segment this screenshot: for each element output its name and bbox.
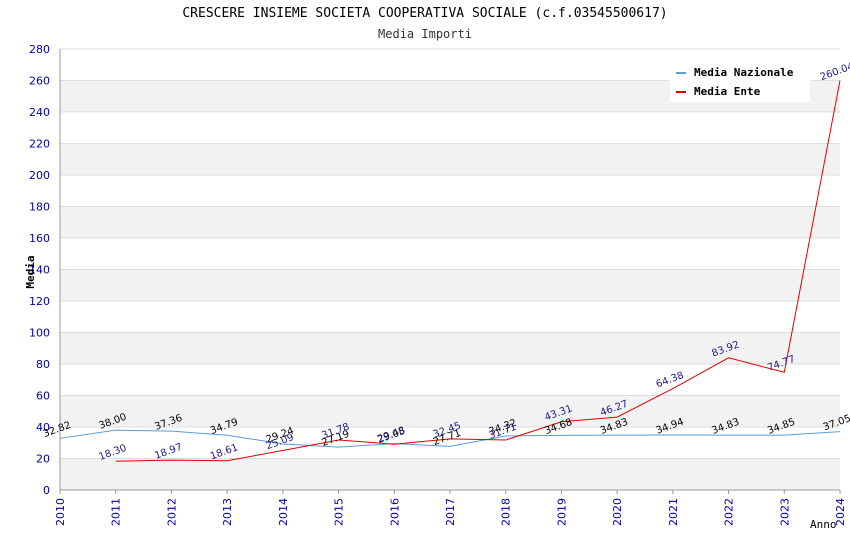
plot-band (60, 269, 840, 301)
x-tick-label: 2016 (388, 498, 401, 526)
plot-background-bands (60, 49, 840, 490)
legend-entry: Media Nazionale (694, 66, 794, 79)
x-tick-label: 2023 (778, 498, 791, 526)
plot-band (60, 364, 840, 396)
y-tick-label: 240 (29, 106, 50, 119)
axes (59, 49, 841, 494)
legend-entry: Media Ente (694, 85, 761, 98)
x-tick-label: 2013 (221, 498, 234, 526)
y-tick-label: 80 (36, 358, 50, 371)
plot-band (60, 206, 840, 238)
x-tick-label: 2022 (723, 498, 736, 526)
chart-subtitle: Media Importi (378, 27, 472, 41)
plot-band (60, 395, 840, 427)
y-tick-label: 160 (29, 232, 50, 245)
x-tick-label: 2019 (555, 498, 568, 526)
series-line-media-nazionale (59, 429, 841, 448)
x-tick-label: 2024 (834, 498, 847, 526)
y-tick-label: 200 (29, 169, 50, 182)
plot-band (60, 301, 840, 333)
x-tick-label: 2010 (54, 498, 67, 526)
plot-band (60, 175, 840, 207)
series-line-media-ente (115, 80, 841, 462)
y-tick-label: 0 (43, 484, 50, 497)
y-tick-labels: 0 20 40 60 80 100 120 140 160 180 200 220 240 260 280 (29, 43, 50, 497)
x-tick-label: 2011 (110, 498, 123, 526)
y-tick-label: 20 (36, 453, 50, 466)
x-tick-label: 2018 (500, 498, 513, 526)
x-tick-label: 2021 (667, 498, 680, 526)
x-tick-label: 2014 (277, 498, 290, 526)
plot-band (60, 112, 840, 144)
x-tick-label: 2020 (611, 498, 624, 526)
plot-band (60, 238, 840, 270)
y-tick-label: 60 (36, 390, 50, 403)
y-tick-label: 140 (29, 264, 50, 277)
plot-band (60, 332, 840, 364)
x-tick-label: 2012 (165, 498, 178, 526)
x-tick-label: 2015 (333, 498, 346, 526)
x-axis-label: Anno (810, 518, 837, 531)
x-tick-labels: 2010 2011 2012 2013 2014 2015 2016 2017 2018 2019… (54, 498, 847, 526)
y-tick-label: 100 (29, 327, 50, 340)
y-tick-label: 40 (36, 421, 50, 434)
y-axis-label: Media (24, 255, 37, 288)
chart-title: CRESCERE INSIEME SOCIETA COOPERATIVA SOC… (182, 6, 668, 21)
y-tick-label: 260 (29, 75, 50, 88)
legend: Media Nazionale Media Ente (670, 60, 810, 102)
plot-band (60, 458, 840, 490)
legend-box (670, 60, 810, 102)
x-tick-label: 2017 (444, 498, 457, 526)
plot-band (60, 143, 840, 175)
y-tick-label: 220 (29, 138, 50, 151)
y-tick-label: 120 (29, 295, 50, 308)
y-tick-label: 280 (29, 43, 50, 56)
series-lines (59, 80, 841, 462)
y-tick-label: 180 (29, 201, 50, 214)
